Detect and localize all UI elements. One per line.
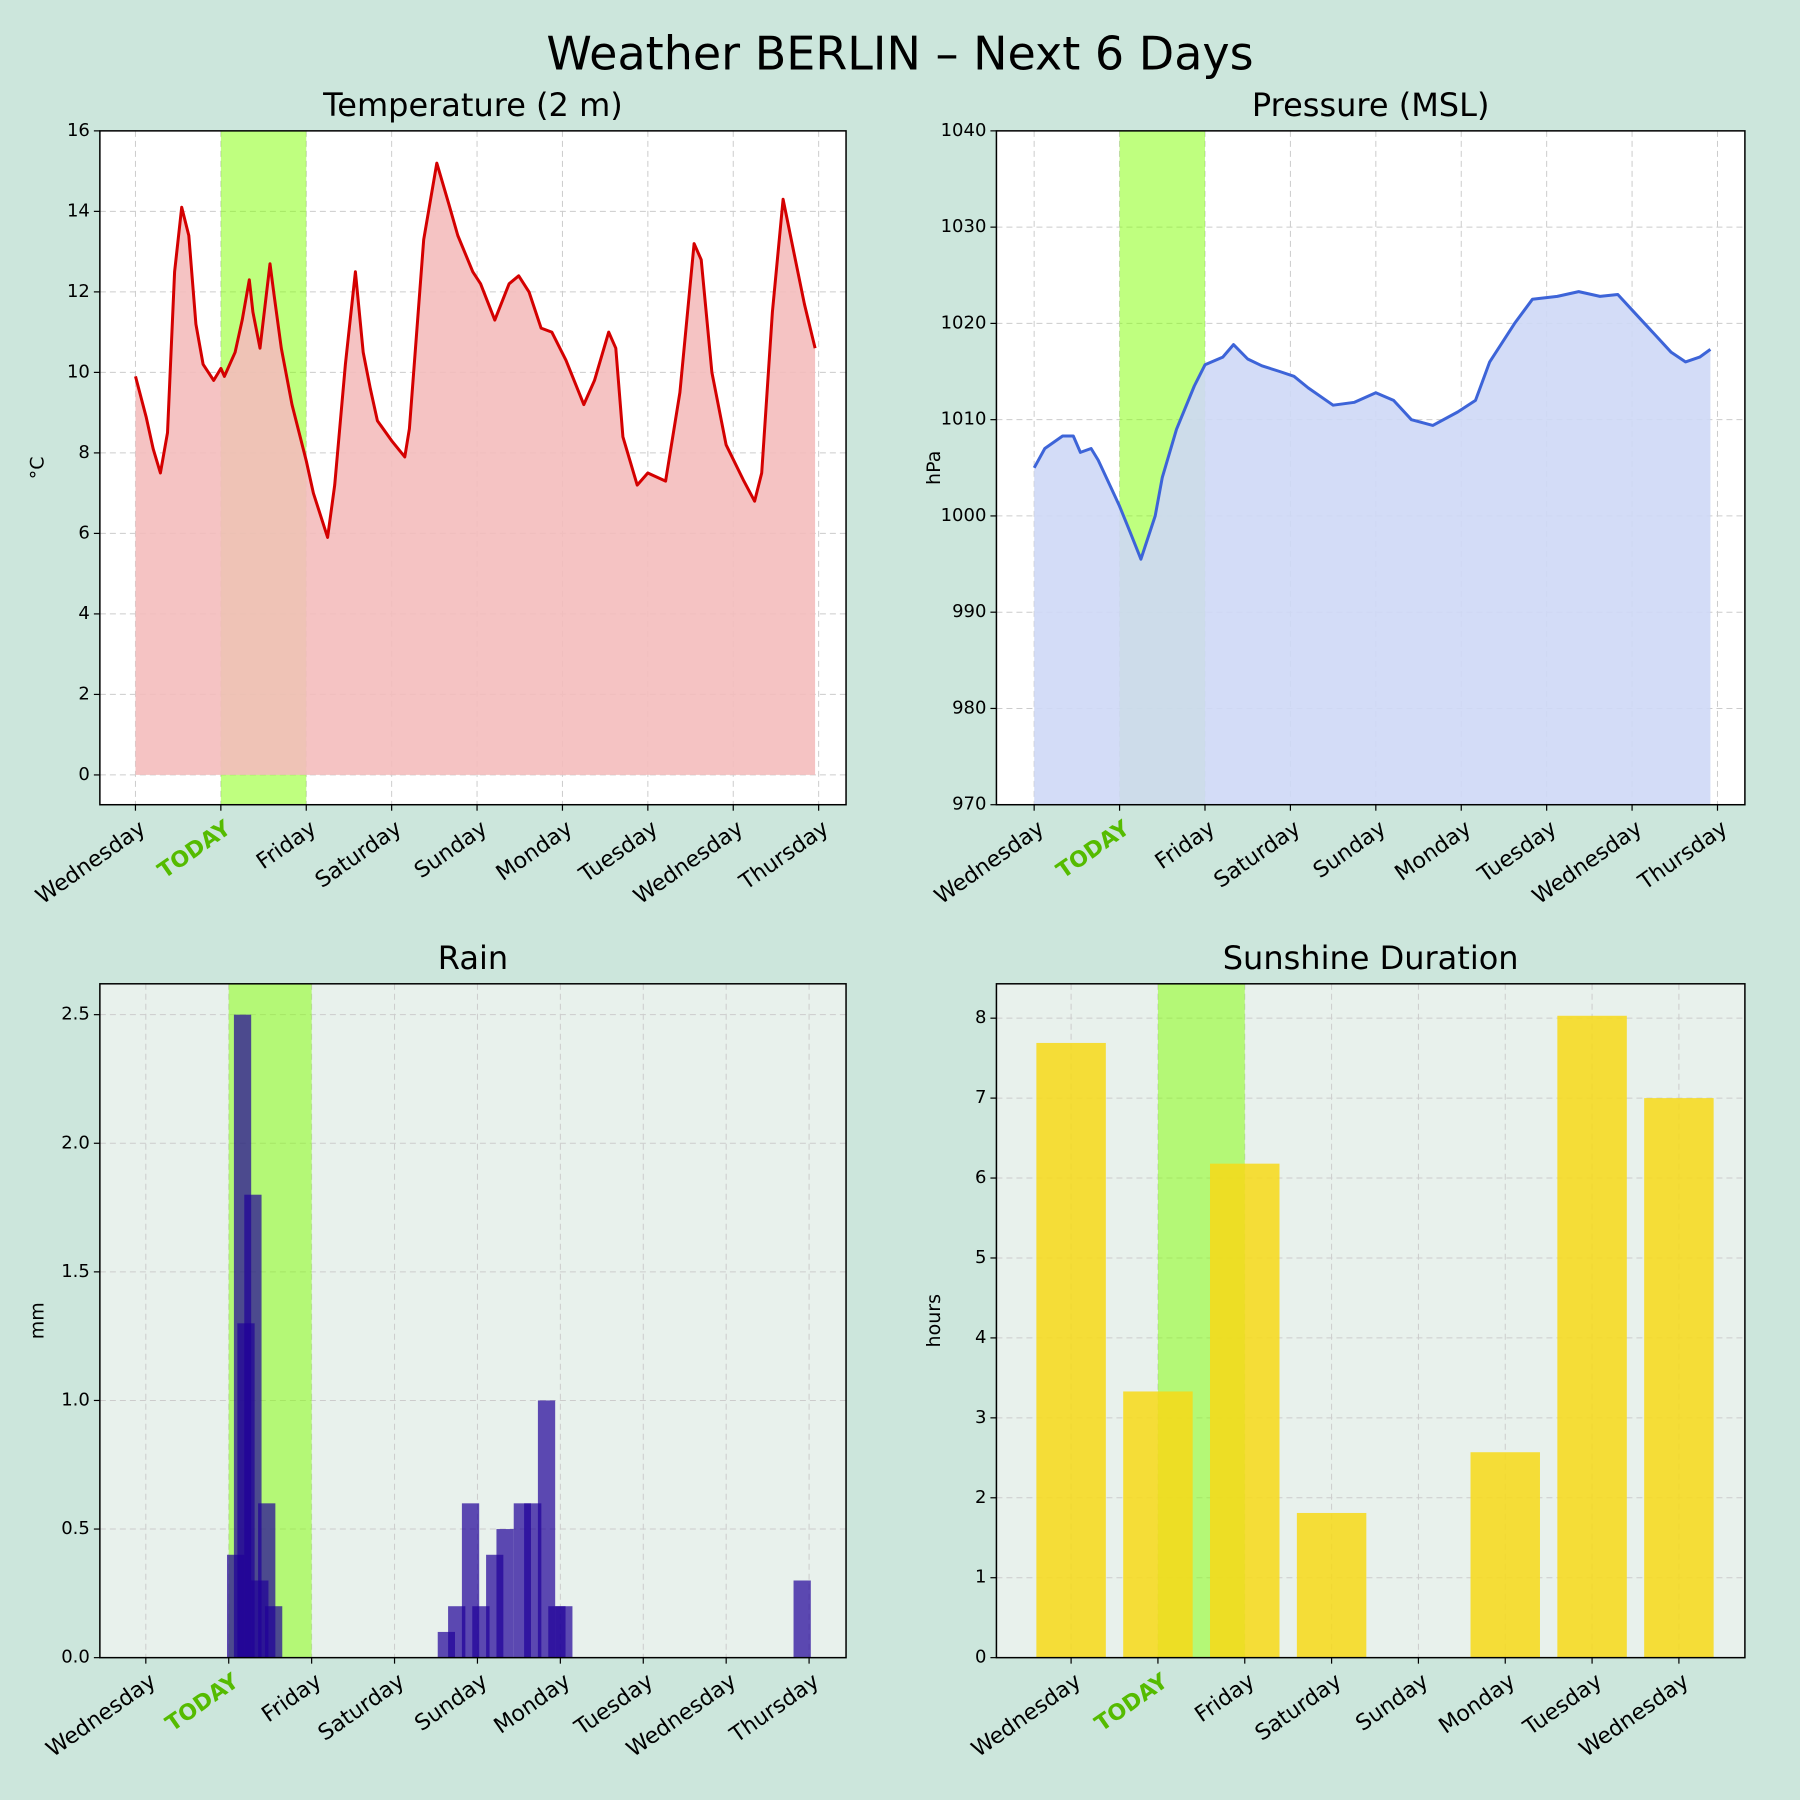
y-axis-label: hPa [923, 451, 945, 485]
y-tick-label: 0.5 [61, 1518, 90, 1539]
bar [1557, 1015, 1627, 1658]
y-tick-label: 3 [975, 1407, 986, 1428]
y-tick-label: 2 [975, 1487, 986, 1508]
y-axis-label: °C [26, 456, 48, 479]
y-tick-label: 1 [975, 1567, 986, 1588]
bar [1036, 1042, 1106, 1658]
bar [244, 1194, 262, 1658]
y-tick-label: 1.5 [61, 1261, 90, 1282]
chart-title: Rain [438, 939, 508, 977]
y-tick-label: 4 [78, 603, 89, 624]
bar [793, 1580, 811, 1658]
y-tick-label: 1.0 [61, 1389, 90, 1410]
y-axis-label: mm [26, 1302, 48, 1339]
y-tick-label: 14 [67, 200, 90, 221]
y-tick-label: 2.5 [61, 1004, 90, 1025]
bar [1210, 1163, 1280, 1658]
y-tick-label: 6 [78, 522, 89, 543]
plot-frame [995, 130, 1746, 806]
line [1032, 290, 1712, 561]
y-tick-label: 1020 [941, 312, 987, 333]
bar [1644, 1098, 1714, 1658]
y-tick-label: 1000 [941, 505, 987, 526]
y-tick-label: 1040 [941, 120, 987, 141]
y-tick-label: 8 [975, 1007, 986, 1028]
y-tick-label: 0 [78, 764, 89, 785]
area-fill [135, 163, 816, 775]
y-tick-label: 7 [975, 1087, 986, 1108]
chart-title: Pressure (MSL) [1252, 86, 1490, 124]
bar [1123, 1391, 1193, 1658]
bar [1470, 1452, 1540, 1658]
bar [496, 1529, 514, 1658]
page-title: Weather BERLIN – Next 6 Days [546, 27, 1253, 81]
bar [264, 1606, 283, 1658]
line [134, 161, 817, 539]
y-tick-label: 16 [67, 120, 90, 141]
y-tick-label: 5 [975, 1247, 986, 1268]
y-tick-label: 970 [952, 794, 986, 815]
y-tick-label: 8 [78, 442, 89, 463]
bar [448, 1606, 466, 1658]
chart-title: Temperature (2 m) [322, 86, 623, 124]
bar [1296, 1512, 1367, 1658]
area-fill [1034, 291, 1711, 805]
y-tick-label: 990 [952, 601, 986, 622]
y-tick-label: 1030 [941, 216, 987, 237]
plot-frame [995, 983, 1746, 1659]
y-tick-label: 1010 [941, 409, 987, 430]
y-tick-label: 980 [952, 697, 986, 718]
chart-title: Sunshine Duration [1223, 939, 1519, 977]
y-tick-label: 10 [67, 361, 90, 382]
plot-frame [99, 130, 847, 806]
bar [524, 1503, 542, 1658]
plot-frame [99, 983, 847, 1659]
bar [472, 1606, 490, 1658]
plot-area [996, 983, 1745, 1658]
y-tick-label: 0.0 [61, 1647, 90, 1668]
y-tick-label: 4 [975, 1327, 986, 1348]
y-tick-label: 2 [78, 683, 89, 704]
bar [555, 1606, 573, 1658]
y-tick-label: 12 [67, 281, 90, 302]
y-tick-label: 0 [975, 1647, 986, 1668]
bar [537, 1400, 556, 1658]
y-tick-label: 6 [975, 1167, 986, 1188]
y-tick-label: 2.0 [61, 1132, 90, 1153]
y-axis-label: hours [923, 1294, 945, 1347]
